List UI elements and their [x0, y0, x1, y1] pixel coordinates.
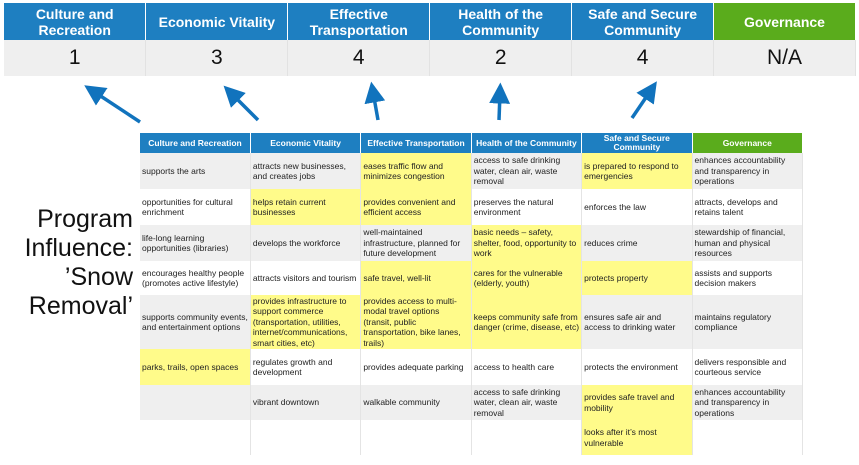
matrix-cell: is prepared to respond to emergencies: [581, 153, 693, 189]
matrix-cell: [471, 420, 583, 455]
matrix-cell: provides access to multi-modal travel op…: [360, 295, 472, 349]
matrix-cell: access to safe drinking water, clean air…: [471, 153, 583, 189]
matrix-cell: assists and supports decision makers: [692, 261, 804, 295]
scorecard-header: Culture and Recreation: [4, 3, 147, 40]
arrow-icon: [84, 85, 141, 124]
matrix-header: Governance: [692, 133, 804, 153]
score-value: N/A: [713, 40, 856, 76]
matrix-cell: [140, 420, 251, 455]
score-value: 2: [429, 40, 573, 76]
matrix-row: parks, trails, open spaces regulates grow…: [140, 349, 804, 385]
matrix-row: opportunities for cultural enrichment hel…: [140, 189, 804, 225]
matrix-header-row: Culture and Recreation Economic Vitality…: [140, 133, 804, 153]
label-line: Removal’: [28, 292, 133, 320]
arrow-icon: [364, 81, 386, 121]
matrix-cell: access to health care: [471, 349, 583, 385]
scorecard-table: Culture and Recreation Economic Vitality…: [4, 3, 856, 76]
matrix-cell: stewardship of financial, human and phys…: [692, 225, 804, 261]
matrix-cell: [250, 420, 362, 455]
matrix-header: Culture and Recreation: [140, 133, 251, 153]
influence-matrix: Culture and Recreation Economic Vitality…: [140, 133, 804, 455]
matrix-row: supports the arts attracts new businesses…: [140, 153, 804, 189]
matrix-cell: enhances accountability and transparency…: [692, 385, 804, 420]
matrix-cell: enhances accountability and transparency…: [692, 153, 804, 189]
matrix-cell: protects property: [581, 261, 693, 295]
matrix-cell: eases traffic flow and minimizes congest…: [360, 153, 472, 189]
matrix-cell: maintains regulatory compliance: [692, 295, 804, 349]
scorecard-header: Health of the Community: [429, 3, 573, 40]
matrix-cell: [140, 385, 251, 420]
score-value: 4: [571, 40, 715, 76]
score-value: 1: [4, 40, 147, 76]
matrix-cell: provides safe travel and mobility: [581, 385, 693, 420]
score-value: 4: [287, 40, 431, 76]
matrix-cell: supports the arts: [140, 153, 251, 189]
matrix-header: Safe and Secure Community: [581, 133, 693, 153]
matrix-cell: cares for the vulnerable (elderly, youth…: [471, 261, 583, 295]
matrix-cell: preserves the natural environment: [471, 189, 583, 225]
label-line: Influence:: [24, 234, 133, 262]
matrix-cell: access to safe drinking water, clean air…: [471, 385, 583, 420]
scorecard-score-row: 1 3 4 2 4 N/A: [4, 40, 856, 76]
label-line: ’Snow: [64, 263, 133, 291]
scorecard-header: Effective Transportation: [287, 3, 431, 40]
matrix-row: vibrant downtown walkable community access…: [140, 385, 804, 420]
scorecard-header: Safe and Secure Community: [571, 3, 715, 40]
scorecard-header: Governance: [713, 3, 856, 40]
matrix-cell: basic needs – safety, shelter, food, opp…: [471, 225, 583, 261]
matrix-cell: develops the workforce: [250, 225, 362, 261]
matrix-cell: attracts, develops and retains talent: [692, 189, 804, 225]
matrix-cell: looks after it’s most vulnerable: [581, 420, 693, 455]
matrix-cell: keeps community safe from danger (crime,…: [471, 295, 583, 349]
matrix-cell: [692, 420, 804, 455]
matrix-header: Health of the Community: [471, 133, 583, 153]
arrow-icon: [223, 85, 260, 122]
arrow-icon: [630, 81, 657, 119]
matrix-cell: [360, 420, 472, 455]
matrix-cell: parks, trails, open spaces: [140, 349, 251, 385]
matrix-cell: helps retain current businesses: [250, 189, 362, 225]
matrix-cell: attracts new businesses, and creates job…: [250, 153, 362, 189]
program-influence-label: Program Influence: ’Snow Removal’: [0, 205, 133, 321]
arrows: [84, 81, 657, 124]
scorecard-header-row: Culture and Recreation Economic Vitality…: [4, 3, 856, 40]
matrix-cell: life-long learning opportunities (librar…: [140, 225, 251, 261]
matrix-row: encourages healthy people (promotes acti…: [140, 261, 804, 295]
scorecard-header: Economic Vitality: [145, 3, 289, 40]
matrix-cell: provides convenient and efficient access: [360, 189, 472, 225]
matrix-row: looks after it’s most vulnerable: [140, 420, 804, 455]
matrix-cell: protects the environment: [581, 349, 693, 385]
matrix-cell: delivers responsible and courteous servi…: [692, 349, 804, 385]
matrix-row: supports community events, and entertain…: [140, 295, 804, 349]
arrow-icon: [489, 82, 511, 121]
matrix-cell: provides infrastructure to support comme…: [250, 295, 362, 349]
matrix-header: Effective Transportation: [360, 133, 472, 153]
matrix-cell: vibrant downtown: [250, 385, 362, 420]
matrix-cell: opportunities for cultural enrichment: [140, 189, 251, 225]
matrix-header: Economic Vitality: [250, 133, 362, 153]
matrix-cell: ensures safe air and access to drinking …: [581, 295, 693, 349]
matrix-cell: provides adequate parking: [360, 349, 472, 385]
matrix-cell: attracts visitors and tourism: [250, 261, 362, 295]
matrix-cell: regulates growth and development: [250, 349, 362, 385]
matrix-cell: encourages healthy people (promotes acti…: [140, 261, 251, 295]
matrix-cell: walkable community: [360, 385, 472, 420]
matrix-cell: supports community events, and entertain…: [140, 295, 251, 349]
matrix-row: life-long learning opportunities (librar…: [140, 225, 804, 261]
matrix-cell: safe travel, well-lit: [360, 261, 472, 295]
label-line: Program: [37, 205, 133, 233]
matrix-cell: reduces crime: [581, 225, 693, 261]
matrix-cell: enforces the law: [581, 189, 693, 225]
score-value: 3: [145, 40, 289, 76]
matrix-cell: well-maintained infrastructure, planned …: [360, 225, 472, 261]
